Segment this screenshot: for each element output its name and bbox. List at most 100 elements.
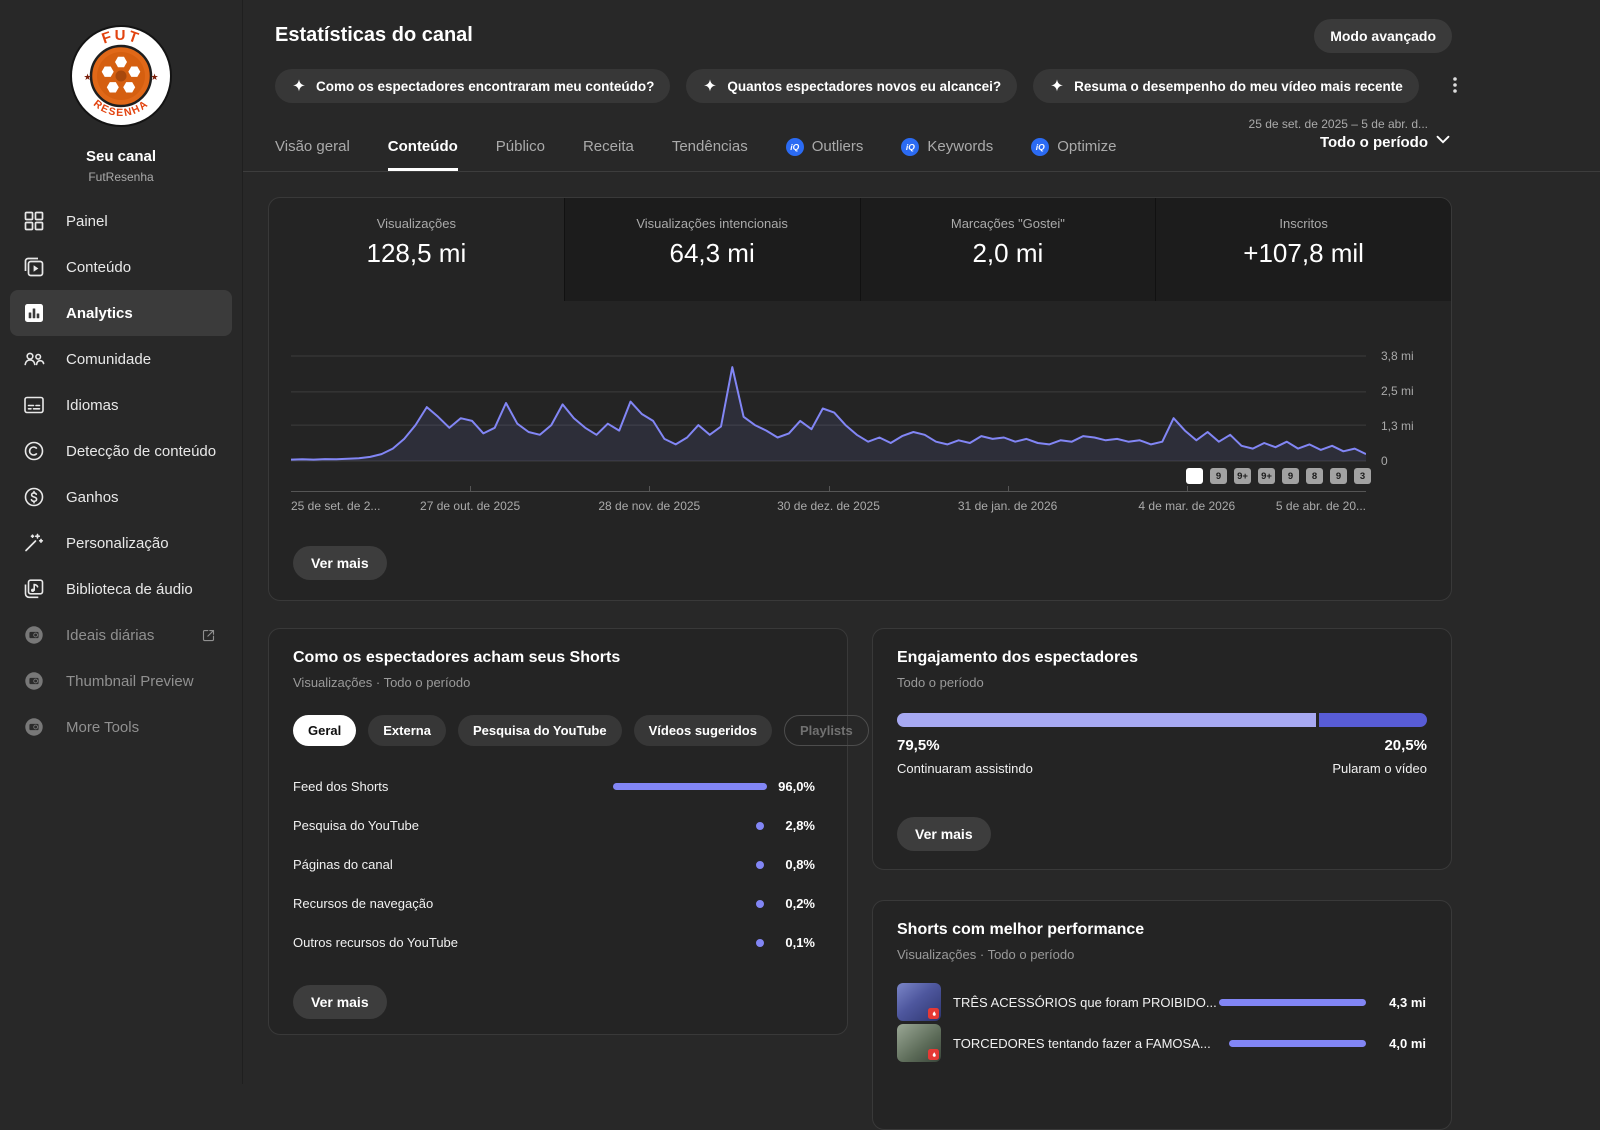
chip-label: Resuma o desempenho do meu vídeo mais re… xyxy=(1074,78,1403,94)
video-marker-badge[interactable]: 9+ xyxy=(1234,468,1251,484)
short-row[interactable]: TORCEDORES tentando fazer a FAMOSA... 4,… xyxy=(897,1024,1426,1062)
video-marker-badge[interactable] xyxy=(1186,468,1203,484)
traffic-source-row[interactable]: Páginas do canal 0,8% xyxy=(293,845,815,884)
copyright-icon xyxy=(22,439,46,463)
metric-tab-visualizacoes[interactable]: Visualizações 128,5 mi xyxy=(269,198,564,301)
tab-label: Visão geral xyxy=(275,138,350,155)
bar xyxy=(1219,998,1366,1006)
sidebar-item-more-tools[interactable]: More Tools xyxy=(10,704,232,750)
ver-mais-button[interactable]: Ver mais xyxy=(293,985,387,1019)
traffic-source-row[interactable]: Feed dos Shorts 96,0% xyxy=(293,767,815,806)
tab-outliers[interactable]: iQ Outliers xyxy=(785,122,863,171)
traffic-source-row[interactable]: Recursos de navegação 0,2% xyxy=(293,884,815,923)
sidebar-item-biblioteca-de-audio[interactable]: Biblioteca de áudio xyxy=(10,566,232,612)
bar xyxy=(1229,1039,1366,1047)
traffic-source-label: Feed dos Shorts xyxy=(293,779,389,794)
y-axis-tick: 0 xyxy=(1381,454,1388,468)
x-axis-labels: 25 de set. de 2... 27 de out. de 2025 28… xyxy=(291,499,1366,515)
audio-library-icon xyxy=(22,577,46,601)
sidebar-item-personalizacao[interactable]: Personalização xyxy=(10,520,232,566)
shorts-discovery-card: Como os espectadores acham seus Shorts V… xyxy=(268,628,869,1035)
sidebar-item-comunidade[interactable]: Comunidade xyxy=(10,336,232,382)
video-marker-badge[interactable]: 9 xyxy=(1210,468,1227,484)
short-title: TORCEDORES tentando fazer a FAMOSA... xyxy=(953,1035,1211,1051)
svg-text:★: ★ xyxy=(84,72,92,82)
traffic-source-pct: 0,1% xyxy=(785,935,815,950)
x-axis-tick xyxy=(470,486,471,492)
sidebar-item-deteccao-de-conteudo[interactable]: Detecção de conteúdo xyxy=(10,428,232,474)
metric-tab-inscritos[interactable]: Inscritos +107,8 mil xyxy=(1155,198,1451,301)
tab-optimize[interactable]: iQ Optimize xyxy=(1031,122,1116,171)
more-options-icon[interactable] xyxy=(1441,72,1469,101)
subtitles-icon xyxy=(22,393,46,417)
traffic-source-bar xyxy=(607,821,767,830)
tab-keywords[interactable]: iQ Keywords xyxy=(901,122,993,171)
suggestion-chip-1[interactable]: Como os espectadores encontraram meu con… xyxy=(275,69,671,103)
video-marker-badge[interactable]: 8 xyxy=(1306,468,1323,484)
metric-label: Marcações "Gostei" xyxy=(950,216,1065,231)
x-axis-label: 31 de jan. de 2026 xyxy=(957,499,1058,513)
traffic-source-row[interactable]: Pesquisa do YouTube 2,8% xyxy=(293,806,815,845)
metric-value: 64,3 mi xyxy=(669,238,755,268)
x-axis-line xyxy=(291,491,1366,492)
tab-conteudo[interactable]: Conteúdo xyxy=(387,122,458,171)
video-marker-badge[interactable]: 3 xyxy=(1354,468,1371,484)
ver-mais-button[interactable]: Ver mais xyxy=(293,546,387,580)
filter-pesquisa-do-youtube[interactable]: Pesquisa do YouTube xyxy=(457,715,622,746)
short-row[interactable]: TRÊS ACESSÓRIOS que foram PROIBIDO... 4,… xyxy=(897,983,1426,1021)
x-axis-label: 27 de out. de 2025 xyxy=(420,499,521,513)
short-views-value: 4,0 mi xyxy=(1389,1035,1426,1051)
vidiq-gray-icon xyxy=(22,623,46,647)
sidebar-item-idiomas[interactable]: Idiomas xyxy=(10,382,232,428)
advanced-mode-button[interactable]: Modo avançado xyxy=(1314,19,1452,53)
filter-videos-sugeridos[interactable]: Vídeos sugeridos xyxy=(633,715,772,746)
tab-label: Público xyxy=(495,138,545,155)
traffic-source-label: Outros recursos do YouTube xyxy=(293,935,459,950)
sidebar-item-label: Personalização xyxy=(66,534,169,552)
card-title: Como os espectadores acham seus Shorts xyxy=(293,649,621,666)
video-thumbnail xyxy=(897,1024,941,1062)
ver-mais-button[interactable]: Ver mais xyxy=(897,817,991,851)
sidebar-item-label: Painel xyxy=(66,212,108,230)
tab-visao-geral[interactable]: Visão geral xyxy=(275,122,350,171)
community-icon xyxy=(22,347,46,371)
y-axis-tick: 1,3 mi xyxy=(1381,419,1414,433)
tab-label: Keywords xyxy=(927,138,994,155)
metric-value: +107,8 mil xyxy=(1243,238,1364,268)
x-axis-label: 5 de abr. de 20... xyxy=(1275,499,1366,513)
filter-geral[interactable]: Geral xyxy=(293,715,357,746)
channel-avatar[interactable]: FUT RESENHA ★ ★ xyxy=(69,24,173,128)
engagement-split-bar xyxy=(897,713,1427,727)
channel-handle: FutResenha xyxy=(88,170,154,184)
sidebar-item-ganhos[interactable]: Ganhos xyxy=(10,474,232,520)
video-marker-badge[interactable]: 9 xyxy=(1282,468,1299,484)
suggestion-chip-2[interactable]: Quantos espectadores novos eu alcancei? xyxy=(686,69,1018,103)
tab-receita[interactable]: Receita xyxy=(583,122,634,171)
customization-icon xyxy=(22,531,46,555)
tab-publico[interactable]: Público xyxy=(496,122,545,171)
chevron-down-icon[interactable] xyxy=(1432,128,1454,150)
video-marker-badge[interactable]: 9 xyxy=(1330,468,1347,484)
main-content: Estatísticas do canal Modo avançado Como… xyxy=(243,0,1600,1130)
metric-value: 128,5 mi xyxy=(366,238,467,268)
video-marker-badge[interactable]: 9+ xyxy=(1258,468,1275,484)
sidebar-item-analytics[interactable]: Analytics xyxy=(10,290,232,336)
sidebar-item-painel[interactable]: Painel xyxy=(10,198,232,244)
traffic-source-row[interactable]: Outros recursos do YouTube 0,1% xyxy=(293,923,815,962)
vidiq-gray-icon xyxy=(22,669,46,693)
sidebar-item-ideais-diarias[interactable]: Ideais diárias xyxy=(10,612,232,658)
views-line-chart[interactable] xyxy=(291,346,1366,476)
page-title: Estatísticas do canal xyxy=(275,24,473,46)
metric-tab-visualizacoes-intencionais[interactable]: Visualizações intencionais 64,3 mi xyxy=(563,198,860,301)
x-axis-tick xyxy=(1187,486,1188,492)
analytics-icon xyxy=(22,301,46,325)
sidebar-item-conteudo[interactable]: Conteúdo xyxy=(10,244,232,290)
sidebar-item-thumbnail-preview[interactable]: Thumbnail Preview xyxy=(10,658,232,704)
svg-text:★: ★ xyxy=(151,72,159,82)
date-range-selector[interactable]: 25 de set. de 2025 – 5 de abr. d... Todo… xyxy=(1249,117,1428,151)
suggestion-chip-3[interactable]: Resuma o desempenho do meu vídeo mais re… xyxy=(1033,69,1419,103)
metric-tab-marcacoes-gostei[interactable]: Marcações "Gostei" 2,0 mi xyxy=(859,198,1156,301)
tab-tendencias[interactable]: Tendências xyxy=(672,122,748,171)
filter-externa[interactable]: Externa xyxy=(368,715,446,746)
flame-icon xyxy=(932,1051,936,1057)
